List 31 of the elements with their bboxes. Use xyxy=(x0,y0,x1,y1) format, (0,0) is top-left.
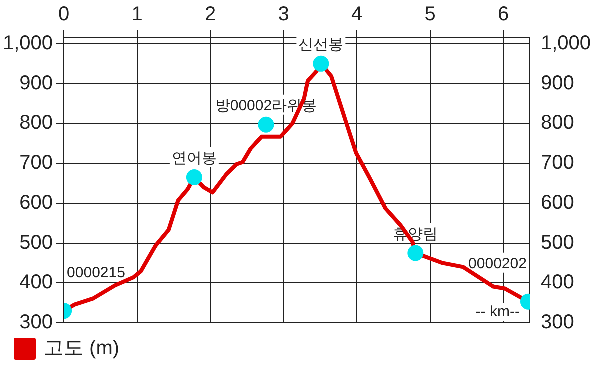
y-tick-label: 900 xyxy=(20,72,54,94)
y2-tick-label: 700 xyxy=(540,152,574,174)
x-tick-label: 3 xyxy=(278,4,290,26)
y2-tick-label: 900 xyxy=(540,72,574,94)
y-tick-label: 800 xyxy=(20,112,54,134)
x-tick-label: 2 xyxy=(204,4,216,26)
point xyxy=(258,116,274,133)
y2-tick-label: 500 xyxy=(540,232,574,254)
annotation: 신선봉 xyxy=(298,36,344,54)
x-tick-label: 5 xyxy=(424,4,436,26)
y-tick-label: 600 xyxy=(20,192,54,214)
annotation: 연어봉 xyxy=(172,150,217,168)
x-tick-label: 6 xyxy=(498,4,510,26)
y2-tick-label: 800 xyxy=(540,112,574,134)
y-tick-label: 1,000 xyxy=(2,32,54,54)
y-tick-label: 300 xyxy=(20,312,54,334)
x-tick-label: 1 xyxy=(132,4,143,26)
y2-tick-label: 300 xyxy=(540,312,574,334)
legend-label: 고도 (m) xyxy=(44,338,120,360)
y-tick-label: 400 xyxy=(20,272,54,294)
y2-tick-label: 400 xyxy=(540,272,574,294)
x-tick-label: 4 xyxy=(352,4,363,26)
y2-tick-label: 600 xyxy=(540,192,574,214)
x-tick-label: 0 xyxy=(58,4,70,26)
annotation: -- km-- xyxy=(476,304,520,321)
y2-tick-label: 1,000 xyxy=(540,32,592,54)
point xyxy=(313,56,330,72)
annotation: 0000215 xyxy=(67,264,126,282)
annotation: 0000202 xyxy=(468,256,527,273)
y-tick-label: 500 xyxy=(20,232,54,254)
y-tick-label: 700 xyxy=(20,152,54,174)
